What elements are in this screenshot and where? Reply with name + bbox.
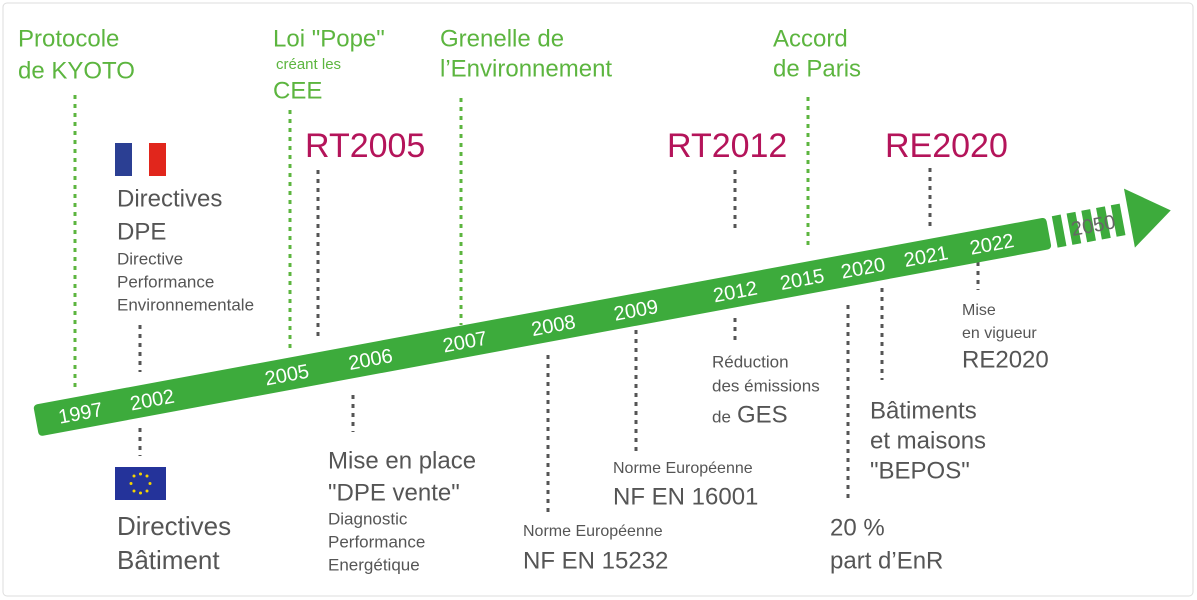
event-text: NF EN 16001	[613, 483, 758, 510]
eu-flag	[115, 467, 166, 500]
regulation: RT2005	[305, 127, 425, 165]
event-text: Norme Européenne	[523, 523, 663, 540]
stripe	[1110, 203, 1126, 237]
event-text: GES	[737, 401, 788, 428]
arrow-head	[1123, 188, 1171, 248]
france-flag	[115, 143, 166, 176]
event-text: RE2020	[962, 346, 1049, 373]
event-text: Mise	[962, 302, 996, 319]
event-text: Environnementale	[117, 295, 254, 314]
stripe	[1051, 214, 1067, 248]
arrow-stripes	[1051, 188, 1171, 248]
event-text: de KYOTO	[18, 57, 135, 84]
event-text: Directive	[117, 249, 183, 268]
event-text: Protocole	[18, 25, 119, 52]
event-text: Norme Européenne	[613, 460, 753, 477]
event-text: Grenelle de	[440, 25, 564, 52]
event-text: Bâtiments	[870, 397, 977, 424]
timeline-arrow: 1997 2002 2005 2006 2007 2008 2009 2012 …	[33, 188, 1171, 436]
event-text: Performance	[328, 532, 425, 551]
event-text: Loi "Pope"	[273, 25, 385, 52]
event-text: Directives	[117, 185, 222, 212]
event-text: et maisons	[870, 427, 986, 454]
event-text: Energétique	[328, 555, 420, 574]
event-text: Bâtiment	[117, 545, 220, 575]
regulation: RE2020	[885, 127, 1008, 165]
event-text: CEE	[273, 77, 322, 104]
event-text: Réduction	[712, 352, 789, 371]
stripe	[1096, 206, 1111, 240]
event-text: créant les	[276, 56, 341, 73]
event-text: l’Environnement	[440, 55, 612, 82]
event-text: de Paris	[773, 55, 861, 82]
event-text: Performance	[117, 272, 214, 291]
stripe	[1066, 211, 1082, 245]
event-text: de	[712, 407, 731, 426]
event-text: 20 %	[830, 514, 885, 541]
event-text: DPE	[117, 218, 166, 245]
regulation: RT2012	[667, 127, 787, 165]
event-text: part d’EnR	[830, 547, 943, 574]
event-text: NF EN 15232	[523, 547, 668, 574]
event-text: des émissions	[712, 376, 820, 395]
stripe	[1081, 209, 1096, 243]
event-text: Diagnostic	[328, 509, 408, 528]
event-text: "DPE vente"	[328, 479, 460, 506]
event-text: en vigueur	[962, 325, 1037, 342]
event-text: Accord	[773, 25, 848, 52]
connectors	[73, 95, 980, 515]
event-text: Mise en place	[328, 447, 476, 474]
event-text: "BEPOS"	[870, 457, 970, 484]
timeline-band	[33, 217, 1052, 436]
event-text: Directives	[117, 511, 231, 541]
